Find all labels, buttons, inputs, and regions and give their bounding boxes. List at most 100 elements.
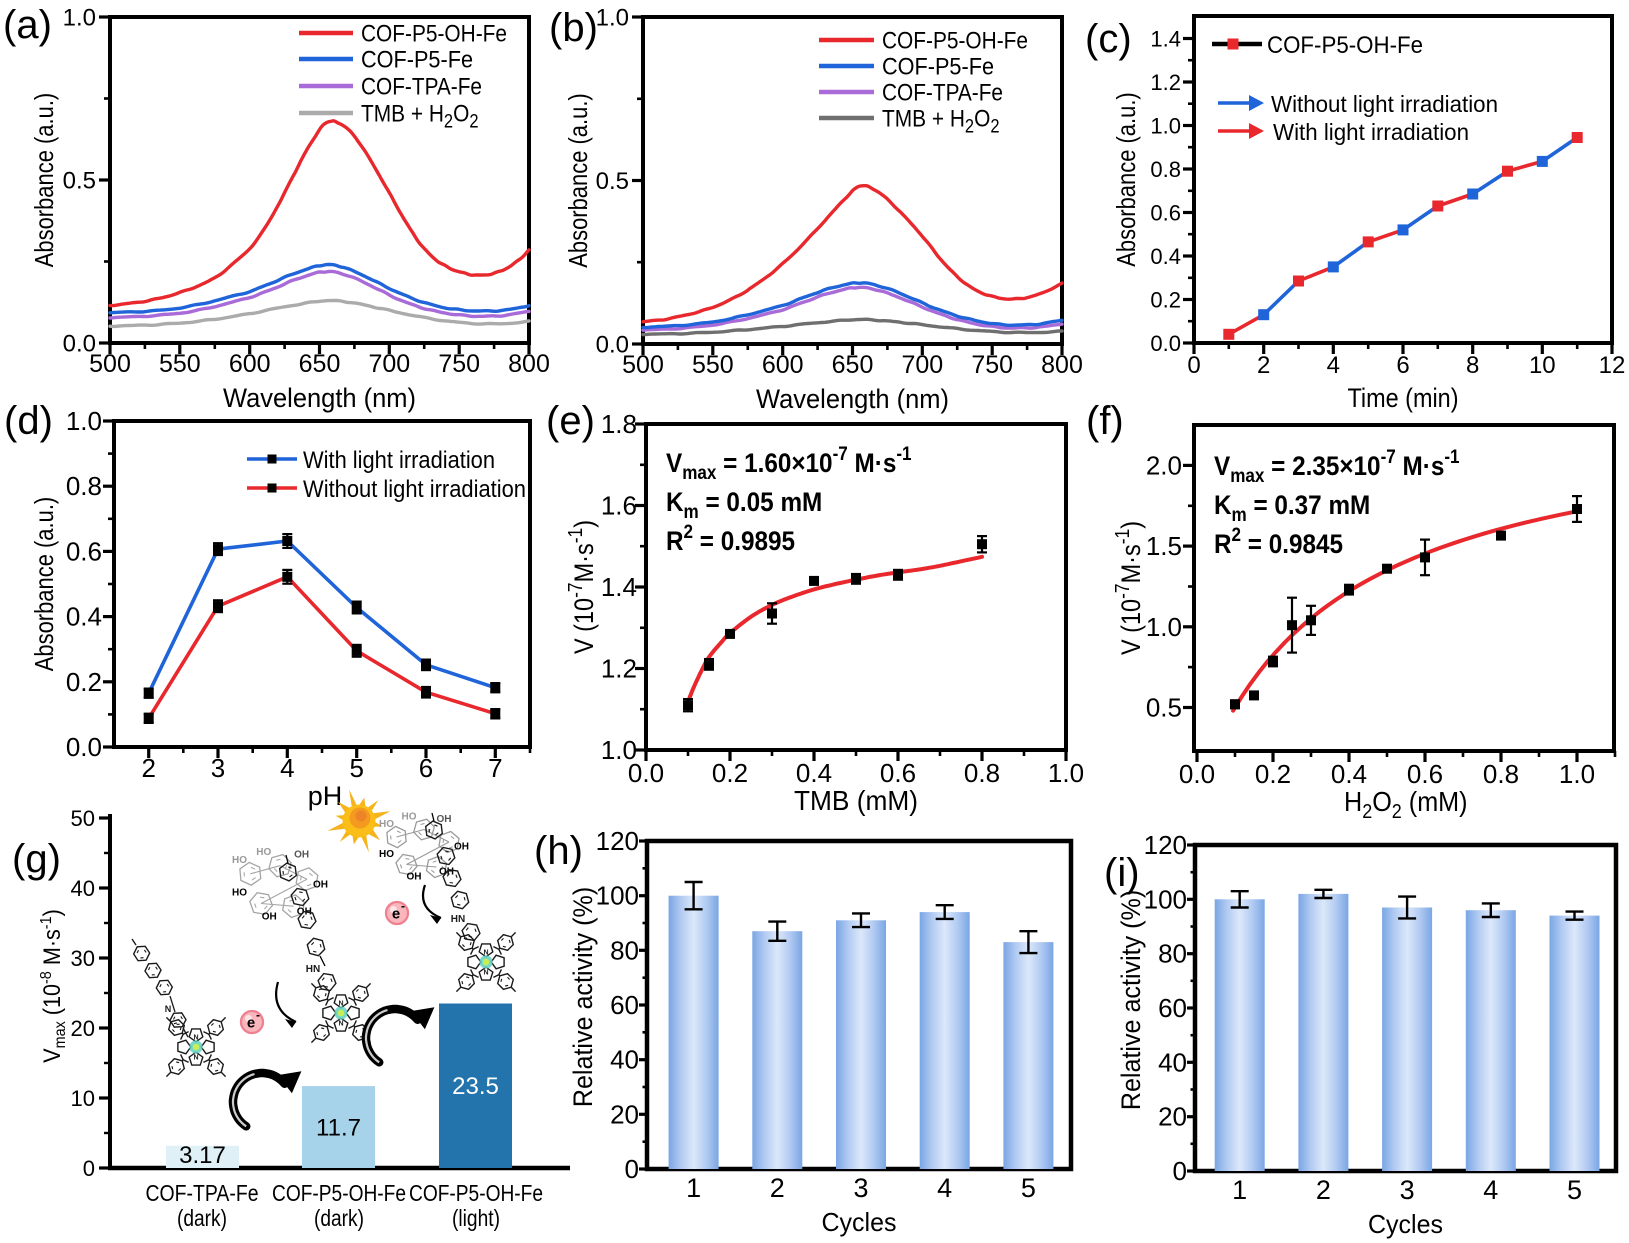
svg-text:20: 20 xyxy=(1158,1102,1187,1132)
svg-text:0.5: 0.5 xyxy=(63,168,96,195)
svg-text:e: e xyxy=(247,1015,255,1032)
svg-text:OH: OH xyxy=(313,879,328,890)
svg-text:0.5: 0.5 xyxy=(596,168,629,195)
svg-text:500: 500 xyxy=(622,351,664,379)
svg-text:10: 10 xyxy=(71,1086,95,1111)
svg-text:HO: HO xyxy=(379,819,394,830)
svg-text:1.0: 1.0 xyxy=(66,406,102,436)
svg-text:N: N xyxy=(193,1054,198,1061)
svg-text:1.0: 1.0 xyxy=(63,5,96,32)
svg-text:0.2: 0.2 xyxy=(1150,288,1181,313)
svg-text:3: 3 xyxy=(211,753,225,783)
svg-text:0.2: 0.2 xyxy=(1255,759,1291,789)
svg-text:20: 20 xyxy=(610,1099,639,1129)
svg-text:0: 0 xyxy=(1187,352,1200,379)
svg-text:1: 1 xyxy=(686,1173,701,1203)
svg-text:COF-P5-OH-Fe: COF-P5-OH-Fe xyxy=(882,28,1028,55)
svg-text:TMB + H2O2: TMB + H2O2 xyxy=(361,100,479,132)
svg-text:Absorbance (a.u.): Absorbance (a.u.) xyxy=(564,93,593,267)
svg-text:40: 40 xyxy=(71,876,95,901)
svg-text:OH: OH xyxy=(437,814,452,825)
svg-text:3: 3 xyxy=(853,1173,868,1203)
svg-text:20: 20 xyxy=(71,1016,95,1041)
svg-text:(dark): (dark) xyxy=(177,1205,227,1231)
svg-text:COF-P5-OH-Fe: COF-P5-OH-Fe xyxy=(409,1180,543,1206)
svg-text:HN: HN xyxy=(451,914,465,925)
svg-text:1.0: 1.0 xyxy=(1559,759,1595,789)
svg-text:COF-TPA-Fe: COF-TPA-Fe xyxy=(882,80,1003,107)
svg-text:COF-P5-OH-Fe: COF-P5-OH-Fe xyxy=(1267,32,1423,59)
svg-text:Relative activity (%): Relative activity (%) xyxy=(1115,890,1146,1110)
svg-text:(light): (light) xyxy=(452,1205,500,1231)
svg-text:0: 0 xyxy=(625,1154,639,1184)
svg-text:0.4: 0.4 xyxy=(66,602,102,632)
svg-text:80: 80 xyxy=(610,935,639,965)
svg-text:0.6: 0.6 xyxy=(1150,201,1181,226)
svg-text:750: 750 xyxy=(438,350,480,378)
svg-text:Time (min): Time (min) xyxy=(1348,383,1459,413)
svg-text:0.2: 0.2 xyxy=(66,667,102,697)
svg-text:OH: OH xyxy=(294,850,309,861)
svg-text:60: 60 xyxy=(1158,993,1187,1023)
svg-text:Cycles: Cycles xyxy=(1368,1209,1443,1239)
svg-text:3.17: 3.17 xyxy=(179,1142,226,1169)
svg-text:5: 5 xyxy=(1021,1173,1036,1203)
svg-text:(g): (g) xyxy=(12,837,61,881)
svg-text:0.8: 0.8 xyxy=(1150,157,1181,182)
svg-text:5: 5 xyxy=(349,753,363,783)
svg-text:100: 100 xyxy=(596,881,639,911)
svg-text:1.8: 1.8 xyxy=(601,409,637,439)
svg-text:(dark): (dark) xyxy=(314,1205,364,1231)
svg-text:With light irradiation: With light irradiation xyxy=(1273,119,1469,145)
svg-text:HO: HO xyxy=(232,887,247,898)
svg-text:1.2: 1.2 xyxy=(601,654,637,684)
svg-text:Wavelength (nm): Wavelength (nm) xyxy=(756,384,949,414)
svg-text:100: 100 xyxy=(1144,884,1187,914)
svg-text:1.0: 1.0 xyxy=(601,735,637,765)
svg-text:Absorbance (a.u.): Absorbance (a.u.) xyxy=(30,497,59,671)
svg-text:Absorbance (a.u.): Absorbance (a.u.) xyxy=(1112,92,1141,266)
svg-text:(d): (d) xyxy=(4,399,53,443)
svg-text:HO: HO xyxy=(402,812,417,823)
svg-text:0.4: 0.4 xyxy=(796,758,832,788)
svg-text:HO: HO xyxy=(256,847,271,858)
svg-text:30: 30 xyxy=(71,946,95,971)
svg-text:2: 2 xyxy=(1316,1175,1331,1205)
svg-text:4: 4 xyxy=(1327,352,1340,379)
svg-text:1.5: 1.5 xyxy=(1146,531,1182,561)
svg-text:120: 120 xyxy=(596,826,639,856)
svg-text:HN: HN xyxy=(306,964,320,975)
svg-text:8: 8 xyxy=(1466,352,1479,379)
svg-text:40: 40 xyxy=(1158,1047,1187,1077)
svg-text:650: 650 xyxy=(832,351,874,379)
svg-text:N: N xyxy=(483,969,488,976)
svg-text:0.0: 0.0 xyxy=(1179,759,1215,789)
svg-text:2: 2 xyxy=(141,753,155,783)
svg-text:5: 5 xyxy=(1567,1175,1582,1205)
svg-text:e: e xyxy=(392,906,400,923)
svg-text:2: 2 xyxy=(1257,352,1270,379)
svg-text:Cycles: Cycles xyxy=(822,1207,897,1237)
svg-text:(h): (h) xyxy=(534,829,583,873)
svg-text:COF-TPA-Fe: COF-TPA-Fe xyxy=(146,1180,259,1206)
svg-text:0: 0 xyxy=(83,1156,95,1181)
svg-text:700: 700 xyxy=(901,351,943,379)
svg-text:0.8: 0.8 xyxy=(964,758,1000,788)
svg-text:3: 3 xyxy=(1400,1175,1415,1205)
svg-text:(c): (c) xyxy=(1085,17,1132,61)
svg-text:TMB + H2O2: TMB + H2O2 xyxy=(882,105,1000,137)
svg-text:N: N xyxy=(338,1000,343,1007)
svg-text:4: 4 xyxy=(1483,1175,1498,1205)
svg-text:700: 700 xyxy=(368,350,410,378)
svg-text:Absorbance (a.u.): Absorbance (a.u.) xyxy=(30,93,59,267)
svg-text:0.8: 0.8 xyxy=(1483,759,1519,789)
svg-text:7: 7 xyxy=(488,753,502,783)
svg-text:OH: OH xyxy=(262,912,277,923)
svg-text:550: 550 xyxy=(159,350,201,378)
svg-text:0.0: 0.0 xyxy=(66,732,102,762)
svg-text:0.5: 0.5 xyxy=(1146,693,1182,723)
svg-text:HO: HO xyxy=(232,855,247,866)
svg-text:1.4: 1.4 xyxy=(1150,27,1181,52)
svg-text:0.6: 0.6 xyxy=(66,536,102,566)
svg-text:1.4: 1.4 xyxy=(601,572,637,602)
